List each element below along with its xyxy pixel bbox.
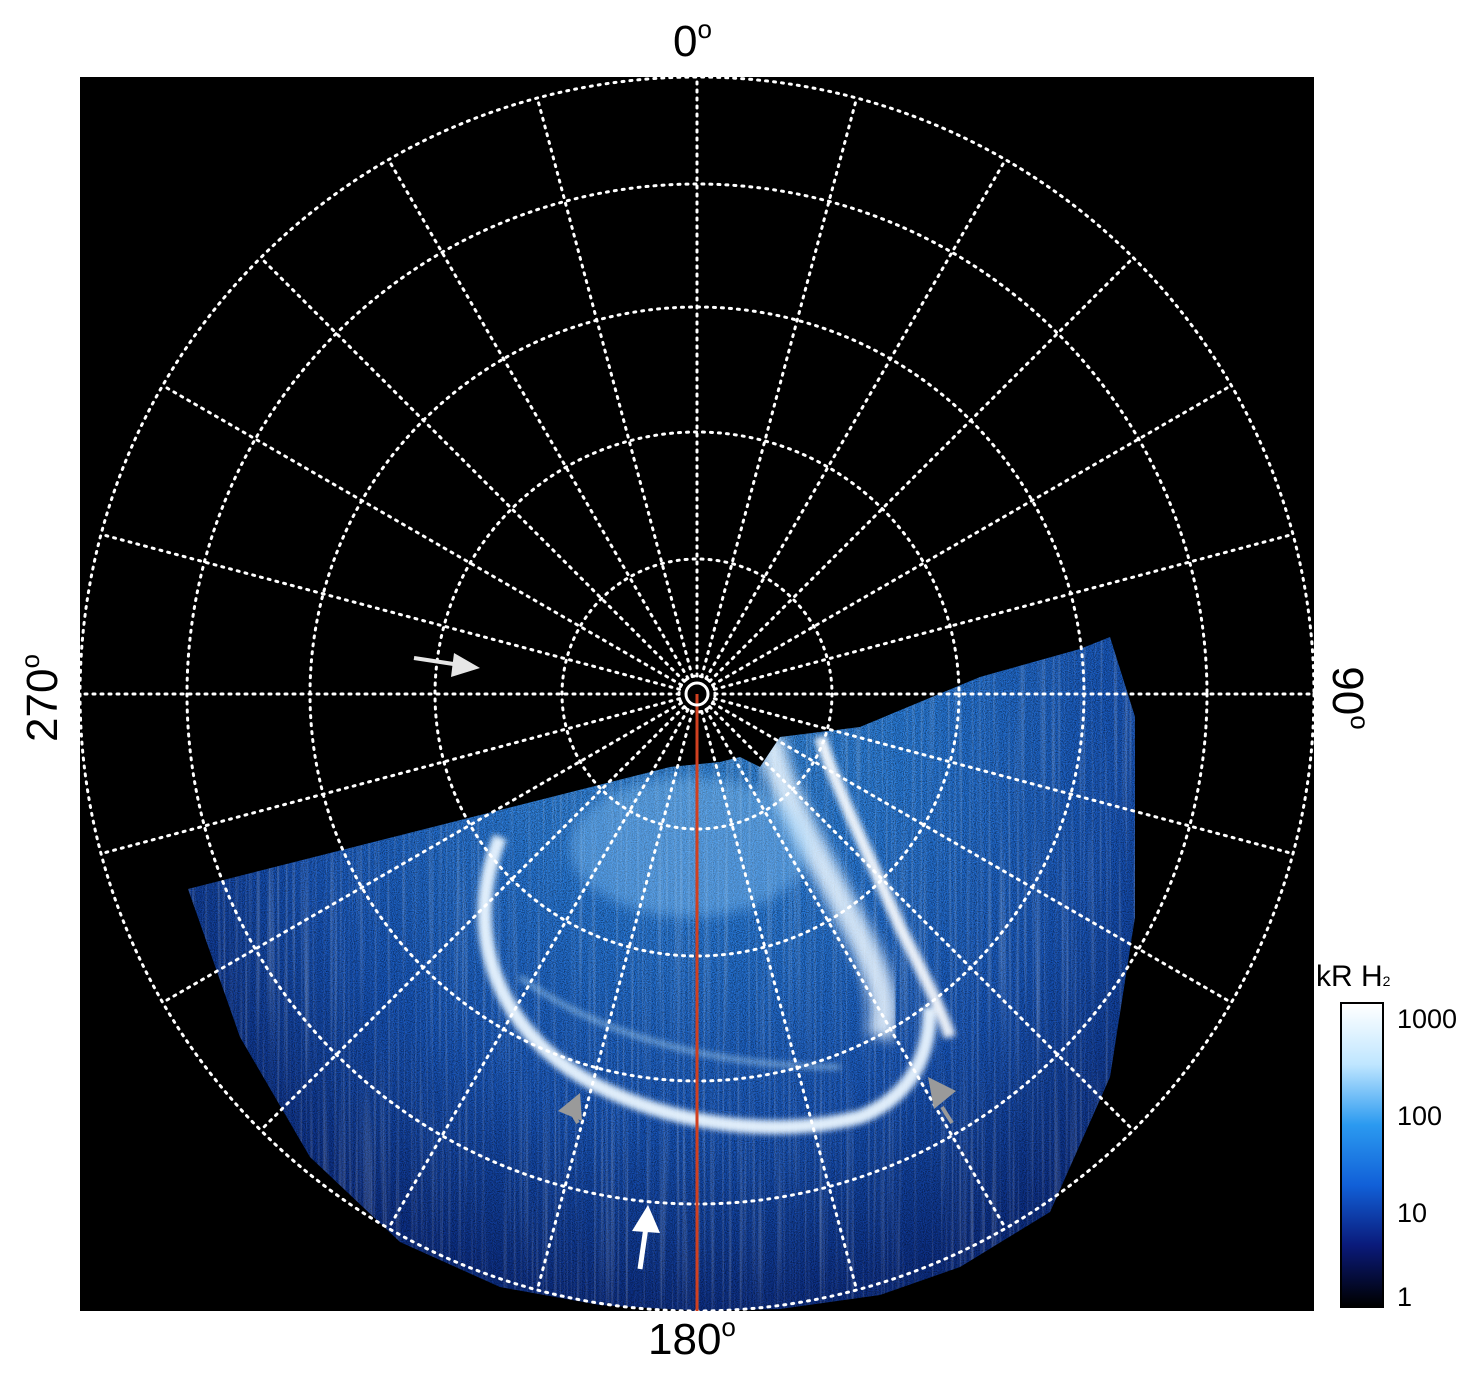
longitude-value: 90 [1323, 666, 1372, 716]
longitude-label-0: 0o [673, 16, 712, 66]
arrow-white-bottom [632, 1205, 660, 1270]
grid-spoke [259, 705, 686, 1132]
grid-spoke [711, 701, 1233, 1004]
longitude-label-180: 180o [648, 1314, 736, 1364]
colorbar-tick-1: 1 [1397, 1282, 1413, 1312]
grid-spoke [99, 532, 682, 691]
arrow-grey-right [928, 1077, 956, 1125]
grid-spoke [99, 697, 682, 856]
colorbar-tick-1000: 1000 [1397, 1004, 1458, 1034]
longitude-value: 180 [648, 1315, 722, 1364]
longitude-value: 0 [673, 17, 698, 66]
pole-marker [684, 681, 710, 707]
longitude-value: 270 [18, 668, 67, 742]
colorbar-title: kR H2 [1316, 960, 1390, 994]
colorbar-title-subscript: 2 [1382, 973, 1391, 989]
grid-spoke [387, 158, 690, 680]
colorbar [1340, 1002, 1384, 1308]
polar-projection-svg [80, 77, 1314, 1311]
arrow-white-left [413, 653, 480, 677]
grid-circle [560, 557, 834, 831]
grid-spoke [704, 158, 1007, 680]
polar-aurora-image [80, 77, 1314, 1311]
longitude-label-90: 90o [1323, 643, 1375, 753]
degree-symbol: o [721, 1312, 736, 1342]
grid-spoke [708, 705, 1135, 1132]
degree-symbol: o [1345, 715, 1375, 730]
grid-spoke [712, 532, 1295, 691]
grid-spoke [700, 96, 859, 679]
grid-spoke [161, 384, 683, 687]
grid-spoke [711, 384, 1233, 687]
grid-spoke [712, 697, 1295, 856]
colorbar-title-text: kR H [1316, 960, 1383, 993]
grid-spoke [259, 256, 686, 683]
grid-spoke [535, 96, 694, 679]
colorbar-tick-10: 10 [1397, 1198, 1428, 1228]
longitude-label-270: 270o [15, 643, 67, 753]
grid-spoke [387, 708, 690, 1230]
colorbar-tick-100: 100 [1397, 1101, 1443, 1131]
grid-spoke [161, 701, 683, 1004]
grid-spoke [535, 709, 694, 1292]
grid-spoke [708, 256, 1135, 683]
grid-spoke [700, 709, 859, 1292]
grid-spoke [704, 708, 1007, 1230]
degree-symbol: o [697, 14, 712, 44]
polar-grid [80, 77, 1314, 1311]
degree-symbol: o [15, 654, 45, 669]
arrow-grey-left [558, 1093, 582, 1125]
